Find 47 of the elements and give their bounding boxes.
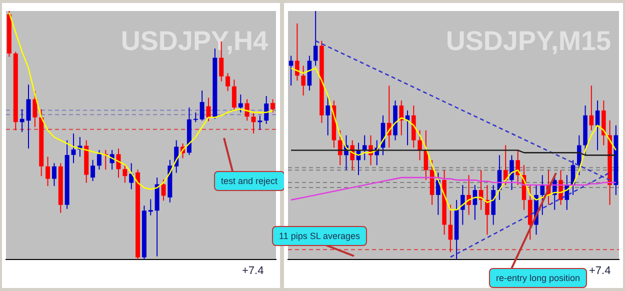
- candlestick: [485, 184, 490, 236]
- candlestick: [510, 154, 514, 190]
- candlestick: [116, 148, 121, 178]
- candlestick: [46, 156, 50, 187]
- candlestick: [326, 95, 330, 136]
- candlestick: [516, 150, 520, 186]
- candlestick: [448, 204, 453, 253]
- candlestick: [129, 162, 134, 190]
- candlestick: [288, 55, 294, 86]
- candlestick: [32, 90, 38, 128]
- candlestick: [362, 134, 367, 161]
- candlestick: [90, 159, 96, 182]
- text: re-entry long position: [489, 268, 588, 288]
- annotation: 11 pips SL averages: [272, 226, 368, 246]
- candlestick: [96, 149, 102, 170]
- candlestick: [301, 65, 306, 96]
- candlestick: [148, 198, 153, 216]
- candlestick: [161, 179, 166, 202]
- candlestick: [418, 130, 422, 161]
- text: +7.4: [589, 265, 611, 277]
- candlestick: [264, 96, 269, 124]
- candlestick: [26, 84, 31, 149]
- candlestick: [251, 112, 256, 134]
- candlestick: [460, 184, 465, 226]
- candlestick: [122, 164, 128, 184]
- candlestick: [20, 108, 24, 133]
- candlestick: [295, 22, 300, 82]
- candlestick: [313, 10, 318, 66]
- text: +7.4: [242, 265, 264, 277]
- candlestick: [436, 172, 440, 216]
- candlestick: [200, 90, 204, 122]
- candlestick: [244, 98, 250, 122]
- candlestick: [540, 174, 545, 216]
- candlestick: [258, 115, 262, 130]
- candlestick: [226, 72, 230, 92]
- annotation: test and reject: [214, 171, 285, 191]
- candlestick: [71, 133, 76, 164]
- candlestick: [206, 97, 211, 122]
- candlestick: [238, 94, 243, 113]
- candlestick: [270, 98, 276, 113]
- candlestick: [193, 112, 198, 123]
- candlestick: [52, 162, 56, 187]
- candlestick: [558, 170, 563, 206]
- candlestick: [232, 79, 236, 112]
- candlestick: [589, 85, 594, 131]
- candlestick: [577, 134, 582, 176]
- candlestick: [595, 100, 600, 151]
